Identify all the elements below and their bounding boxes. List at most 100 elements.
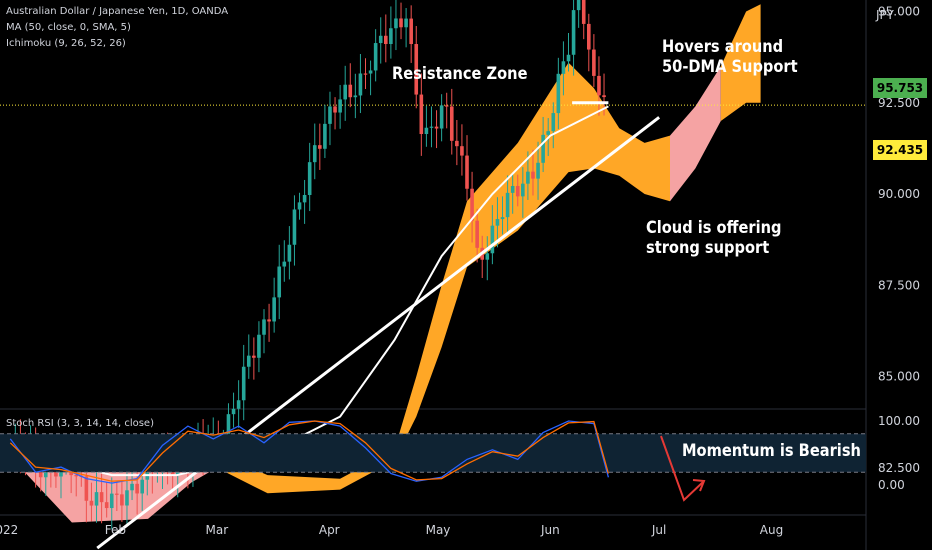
candle-body [561,61,566,74]
candle [449,88,454,155]
price-tick-label: 87.500 [878,278,920,292]
candle [267,303,271,342]
momentum-annotation: Momentum is Bearish [682,441,861,461]
candle-body [130,483,134,491]
candle-body [343,84,347,100]
candle-body [89,500,94,506]
candle [292,195,297,266]
candle-body [338,99,342,113]
candle [312,123,317,180]
candle-body [576,0,581,11]
candle [510,173,515,214]
candle [297,192,302,220]
candle [373,29,378,82]
time-tick-label: Feb [105,523,126,537]
candle-body [109,493,114,509]
candle-body [363,73,368,75]
candle-body [490,225,495,254]
candle [581,0,586,40]
candle [378,17,383,64]
candle-body [312,145,317,163]
candle [597,56,601,116]
candle [439,94,444,142]
candle-body [389,28,393,45]
candle [125,472,129,527]
candle-body [328,106,332,124]
currency-label: JPY [876,8,894,22]
candle [257,321,261,373]
candle [94,470,99,523]
candle-body [302,194,307,203]
candle-body [120,494,124,506]
candle-body [399,18,403,28]
candle-body [373,43,378,71]
candle-body [358,73,363,96]
resistance-price-tag: 95.753 [873,78,927,98]
price-tick-label: 82.500 [878,461,920,475]
stoch-rsi-label: Stoch RSI (3, 3, 14, 14, close) [6,418,154,429]
candle [323,104,327,159]
candle-body [323,123,327,149]
ma-indicator-label: MA (50, close, 0, SMA, 5) [6,22,131,33]
candle-body [536,162,540,179]
candle [343,65,347,121]
candle-body [439,105,444,129]
candle-body [541,134,545,163]
time-tick-label: Apr [319,523,340,537]
candle-body [571,10,576,55]
candle-body [434,126,439,129]
candle-body [465,155,469,189]
time-tick-label: May [426,523,451,537]
candle-body [592,49,596,76]
candle [556,57,561,130]
candle [241,344,246,421]
candle [89,482,94,522]
candle-body [587,23,591,50]
candle-body [287,244,292,262]
candle-body [429,126,434,128]
last-price-tag: 92.435 [873,140,927,160]
ichimoku-cloud-bear-2 [670,66,721,202]
candle [424,105,429,147]
momentum-arrow [660,435,704,502]
candle [262,309,266,354]
candle [531,149,535,196]
hovers-annotation-line1: Hovers around [662,37,784,57]
candle [460,124,464,176]
candle-body [140,479,144,494]
candle-body [353,95,358,98]
candle [338,84,342,129]
price-tick-label: 85.000 [878,370,920,384]
rsi-tick-label: 100.00 [878,414,920,428]
candle [246,334,251,379]
candle-body [515,185,520,197]
candle-body [404,18,408,28]
candle-body [333,106,337,113]
symbol-title: Australian Dollar / Japanese Yen, 1D, OA… [6,6,229,17]
candle [328,91,332,146]
candle [515,174,520,207]
candle [120,481,124,522]
candle [252,337,256,380]
candle [521,167,525,218]
candle [587,13,591,72]
candle-body [277,266,282,298]
candle [363,58,368,89]
candle [470,171,474,243]
candle-body [394,18,398,29]
candle [490,205,495,265]
candle-body [104,502,109,509]
candle-body [455,140,459,147]
ma50-line [10,105,609,477]
candle-body [378,35,383,44]
candle [287,226,292,280]
candle-body [414,44,419,95]
candle-body [470,188,474,221]
price-tick-label: 95.000 [878,5,920,19]
cloud-annotation-line1: Cloud is offering [646,218,782,238]
candle [104,482,109,518]
candle [333,97,337,130]
candle-body [135,483,139,494]
candle [399,2,403,40]
